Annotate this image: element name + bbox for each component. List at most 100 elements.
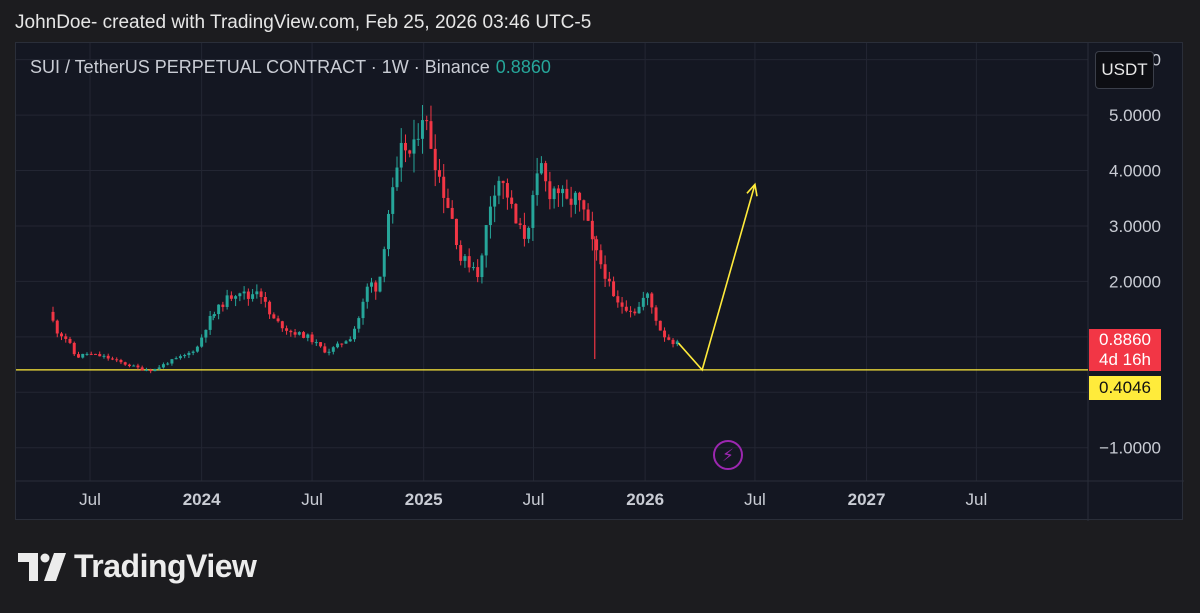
candle-body (573, 192, 577, 205)
candle-body (166, 363, 170, 365)
candle-body (404, 142, 407, 151)
candle-body (132, 365, 136, 367)
candle-body (476, 267, 480, 278)
candle-body (217, 304, 221, 315)
candle-body (646, 293, 650, 298)
candle-body (106, 355, 110, 359)
candle-body (85, 353, 89, 355)
candle-body (408, 150, 412, 154)
candle-body (399, 142, 403, 168)
candle-body (484, 225, 488, 256)
candle-body (81, 353, 85, 358)
candle-body (675, 341, 679, 345)
candle-body (331, 347, 335, 352)
candle-body (548, 181, 552, 200)
candle-body (110, 358, 114, 360)
candle-body (454, 218, 458, 246)
candle-body (144, 369, 148, 371)
candle-body (68, 338, 72, 343)
lightning-icon[interactable]: ⚡︎ (713, 440, 743, 470)
candle-body (268, 301, 272, 315)
candle-body (365, 286, 369, 302)
candle-body (378, 276, 382, 292)
candle-body (51, 311, 55, 321)
candle-body (650, 293, 654, 308)
candle-body (251, 294, 255, 299)
candle-body (467, 256, 471, 268)
candle-body (391, 187, 395, 214)
candle-body (272, 314, 276, 319)
candle-body (174, 358, 178, 360)
candle-body (195, 346, 199, 352)
candle-body (667, 337, 671, 340)
candle-body (395, 167, 399, 188)
candle-body (361, 301, 365, 319)
candle-body (641, 297, 645, 307)
candle-body (620, 302, 624, 307)
candle-body (280, 321, 284, 329)
candle-body (93, 353, 97, 355)
y-tick-label: 3.0000 (1109, 217, 1161, 236)
candle-body (212, 314, 216, 316)
tradingview-brand: TradingView (18, 548, 257, 585)
x-tick-label: Jul (79, 490, 101, 509)
y-tick-label: 5.0000 (1109, 106, 1161, 125)
candle-body (552, 188, 556, 200)
candle-body (556, 188, 560, 194)
x-tick-label: 2026 (626, 490, 664, 509)
candle-body (263, 297, 267, 302)
candle-body (616, 296, 620, 303)
x-tick-label: 2027 (848, 490, 886, 509)
candle-body (178, 356, 182, 359)
candle-body (306, 334, 310, 338)
candle-body (119, 360, 123, 363)
candle-body (293, 332, 297, 335)
candle-body (637, 306, 641, 314)
candle-body (658, 320, 662, 331)
symbol-legend[interactable]: SUI / TetherUS PERPETUAL CONTRACT · 1W ·… (30, 57, 551, 78)
candle-body (446, 197, 450, 208)
candle-body (518, 223, 522, 225)
x-tick-label: Jul (744, 490, 766, 509)
candle-body (161, 364, 165, 368)
candle-body (140, 367, 144, 371)
candle-body (149, 369, 153, 372)
candle-body (102, 355, 106, 357)
bar-countdown: 4d 16h (1099, 350, 1151, 369)
candle-body (510, 197, 514, 204)
candle-body (302, 332, 306, 338)
candle-body (344, 341, 348, 344)
candle-body (225, 295, 229, 307)
candle-body (531, 195, 535, 228)
chart-panel[interactable]: 6.00005.00004.00003.00002.0000−1.0000Jul… (15, 42, 1184, 521)
candle-body (127, 364, 131, 367)
candle-body (242, 291, 246, 294)
candle-body (123, 362, 127, 365)
candle-body (255, 291, 259, 295)
candle-body (204, 329, 208, 338)
candle-body (425, 120, 429, 122)
candle-body (382, 249, 386, 277)
candle-body (115, 359, 119, 361)
y-tick-label: 4.0000 (1109, 162, 1161, 181)
candle-body (77, 354, 80, 358)
candle-body (200, 337, 204, 347)
candle-body (234, 296, 238, 299)
projection-path (677, 184, 756, 372)
currency-button[interactable]: USDT (1095, 51, 1154, 89)
candle-body (450, 207, 454, 219)
candle-body (170, 359, 174, 364)
candle-body (629, 310, 633, 312)
candle-body (327, 351, 331, 353)
candle-body (72, 342, 76, 355)
candle-body (607, 278, 611, 282)
candle-body (60, 333, 63, 337)
x-tick-label: 2025 (405, 490, 443, 509)
candle-body (229, 295, 233, 299)
x-tick-label: Jul (966, 490, 988, 509)
price-chart[interactable]: 6.00005.00004.00003.00002.0000−1.0000Jul… (16, 43, 1184, 521)
last-price-label: 0.8860 4d 16h (1089, 329, 1161, 371)
candle-body (323, 346, 327, 353)
candle-body (412, 139, 416, 154)
candle-body (671, 339, 675, 345)
